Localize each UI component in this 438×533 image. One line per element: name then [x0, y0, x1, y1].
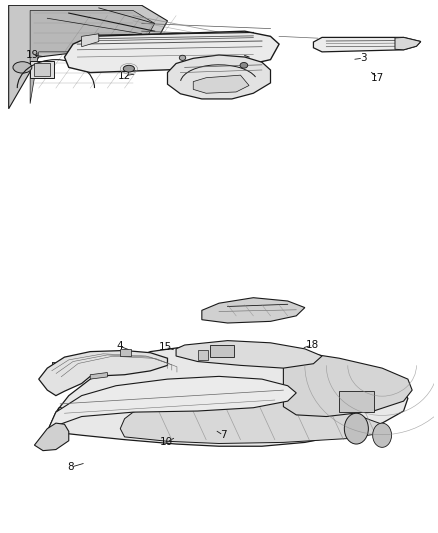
Polygon shape	[39, 351, 167, 395]
Text: 9: 9	[57, 407, 64, 417]
FancyBboxPatch shape	[30, 61, 54, 78]
Text: 12: 12	[118, 71, 131, 80]
Text: 15: 15	[159, 342, 172, 352]
Circle shape	[13, 62, 32, 73]
Text: 19: 19	[26, 50, 39, 60]
Polygon shape	[9, 5, 167, 109]
Text: 3: 3	[267, 309, 274, 319]
Text: 7: 7	[220, 430, 226, 440]
Polygon shape	[314, 37, 421, 52]
Text: 1: 1	[244, 34, 250, 44]
Circle shape	[123, 66, 134, 72]
Polygon shape	[283, 352, 412, 416]
Polygon shape	[120, 397, 382, 443]
Polygon shape	[90, 373, 107, 379]
Polygon shape	[35, 423, 69, 450]
Circle shape	[373, 423, 392, 447]
Text: 17: 17	[371, 72, 385, 83]
Polygon shape	[176, 341, 322, 368]
Polygon shape	[202, 298, 305, 323]
Polygon shape	[64, 31, 279, 72]
Polygon shape	[193, 75, 249, 93]
Circle shape	[344, 413, 368, 444]
Text: 10: 10	[160, 438, 173, 447]
Polygon shape	[30, 11, 155, 103]
Polygon shape	[167, 55, 271, 99]
Text: 10: 10	[88, 64, 101, 75]
Text: 5: 5	[50, 362, 57, 372]
Text: 3: 3	[360, 53, 367, 63]
Polygon shape	[81, 34, 99, 47]
Ellipse shape	[179, 55, 186, 60]
FancyBboxPatch shape	[339, 391, 374, 412]
FancyBboxPatch shape	[210, 345, 234, 357]
Polygon shape	[47, 376, 296, 431]
Text: 8: 8	[67, 462, 74, 472]
Text: 11: 11	[254, 37, 268, 47]
Text: 4: 4	[116, 341, 123, 351]
Polygon shape	[47, 345, 408, 446]
FancyBboxPatch shape	[34, 63, 50, 76]
Text: 9: 9	[91, 58, 98, 68]
Text: 20: 20	[201, 65, 214, 75]
Text: 18: 18	[306, 340, 319, 350]
FancyBboxPatch shape	[120, 350, 131, 356]
Text: 2: 2	[151, 41, 158, 51]
Ellipse shape	[240, 62, 248, 68]
FancyBboxPatch shape	[198, 350, 208, 360]
Polygon shape	[395, 37, 421, 50]
